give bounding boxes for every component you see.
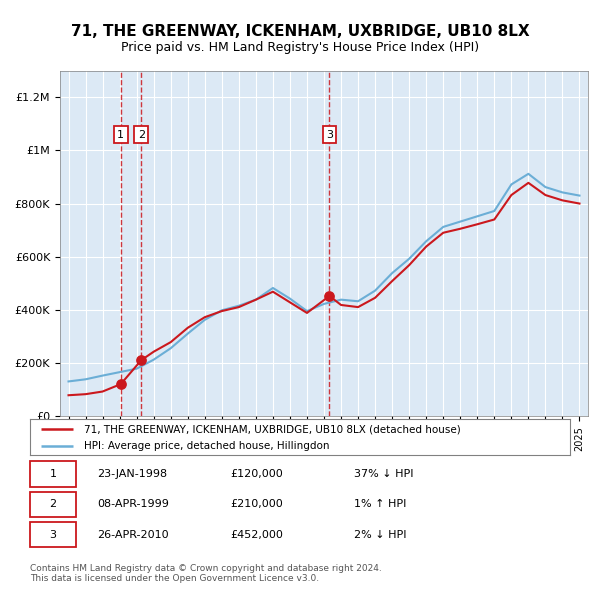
Text: 71, THE GREENWAY, ICKENHAM, UXBRIDGE, UB10 8LX (detached house): 71, THE GREENWAY, ICKENHAM, UXBRIDGE, UB… (84, 424, 461, 434)
Text: HPI: Average price, detached house, Hillingdon: HPI: Average price, detached house, Hill… (84, 441, 329, 451)
Text: 1% ↑ HPI: 1% ↑ HPI (354, 500, 406, 509)
Text: 23-JAN-1998: 23-JAN-1998 (97, 469, 167, 479)
Text: 2% ↓ HPI: 2% ↓ HPI (354, 530, 407, 540)
Text: 3: 3 (326, 130, 333, 140)
Text: Price paid vs. HM Land Registry's House Price Index (HPI): Price paid vs. HM Land Registry's House … (121, 41, 479, 54)
FancyBboxPatch shape (30, 522, 76, 548)
Text: 37% ↓ HPI: 37% ↓ HPI (354, 469, 413, 479)
Text: 3: 3 (49, 530, 56, 540)
Text: 2: 2 (49, 500, 56, 509)
Point (116, 379, 125, 389)
Text: 71, THE GREENWAY, ICKENHAM, UXBRIDGE, UB10 8LX: 71, THE GREENWAY, ICKENHAM, UXBRIDGE, UB… (71, 24, 529, 38)
Text: 1: 1 (49, 469, 56, 479)
Text: Contains HM Land Registry data © Crown copyright and database right 2024.
This d: Contains HM Land Registry data © Crown c… (30, 563, 382, 583)
Text: £452,000: £452,000 (230, 530, 283, 540)
Point (136, 355, 146, 365)
FancyBboxPatch shape (30, 461, 76, 487)
Text: 26-APR-2010: 26-APR-2010 (97, 530, 169, 540)
Point (325, 291, 334, 301)
Text: 1: 1 (118, 130, 124, 140)
Text: 2: 2 (137, 130, 145, 140)
Text: 08-APR-1999: 08-APR-1999 (97, 500, 169, 509)
Text: £120,000: £120,000 (230, 469, 283, 479)
FancyBboxPatch shape (30, 491, 76, 517)
Text: £210,000: £210,000 (230, 500, 283, 509)
